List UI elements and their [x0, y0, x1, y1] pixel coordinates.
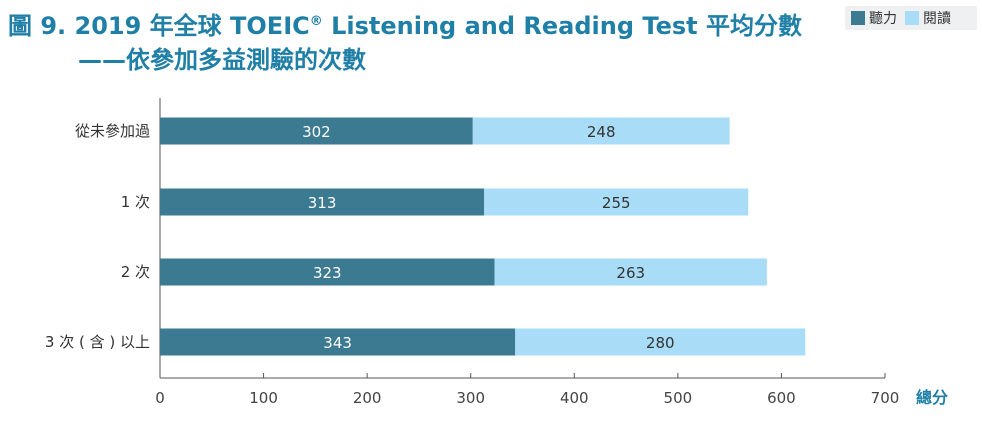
bar-listening: [160, 328, 516, 356]
value-label-reading: 248: [587, 123, 616, 141]
bar-reading: [472, 117, 730, 145]
bar-reading: [494, 258, 767, 286]
legend-item-listening: 聽力: [851, 8, 897, 28]
chart-title: 圖 9. 2019 年全球 TOEIC® Listening and Readi…: [8, 12, 802, 40]
x-tick-label: 500: [664, 389, 693, 407]
bar-reading: [484, 188, 749, 216]
x-tick-label: 600: [767, 389, 796, 407]
value-label-listening: 302: [302, 123, 331, 141]
legend-swatch-reading: [905, 11, 919, 25]
value-label-reading: 280: [646, 334, 675, 352]
value-label-listening: 313: [308, 194, 337, 212]
x-tick-label: 400: [560, 389, 589, 407]
category-label: 3 次 ( 含 ) 以上: [45, 333, 150, 351]
x-tick-label: 100: [249, 389, 278, 407]
value-label-reading: 255: [602, 194, 631, 212]
bar-listening: [160, 258, 495, 286]
legend-label-reading: 閱讀: [923, 11, 951, 27]
x-tick-label: 0: [155, 389, 165, 407]
legend-swatch-listening: [851, 11, 865, 25]
category-label: 1 次: [121, 193, 150, 211]
x-tick-label: 700: [871, 389, 900, 407]
bar-reading: [515, 328, 806, 356]
category-label: 從未參加過: [75, 122, 150, 140]
x-tick-label: 300: [456, 389, 485, 407]
x-axis-label: 總分: [916, 388, 948, 407]
legend: 聽力 閱讀: [845, 6, 977, 30]
value-label-reading: 263: [616, 264, 645, 282]
x-tick-label: 200: [353, 389, 382, 407]
value-label-listening: 323: [313, 264, 342, 282]
legend-item-reading: 閱讀: [905, 8, 951, 28]
category-label: 2 次: [121, 263, 150, 281]
chart-subtitle: ——依參加多益測驗的次數: [78, 46, 366, 74]
bar-listening: [160, 117, 473, 145]
legend-label-listening: 聽力: [869, 11, 897, 27]
bar-listening: [160, 188, 485, 216]
value-label-listening: 343: [323, 334, 352, 352]
